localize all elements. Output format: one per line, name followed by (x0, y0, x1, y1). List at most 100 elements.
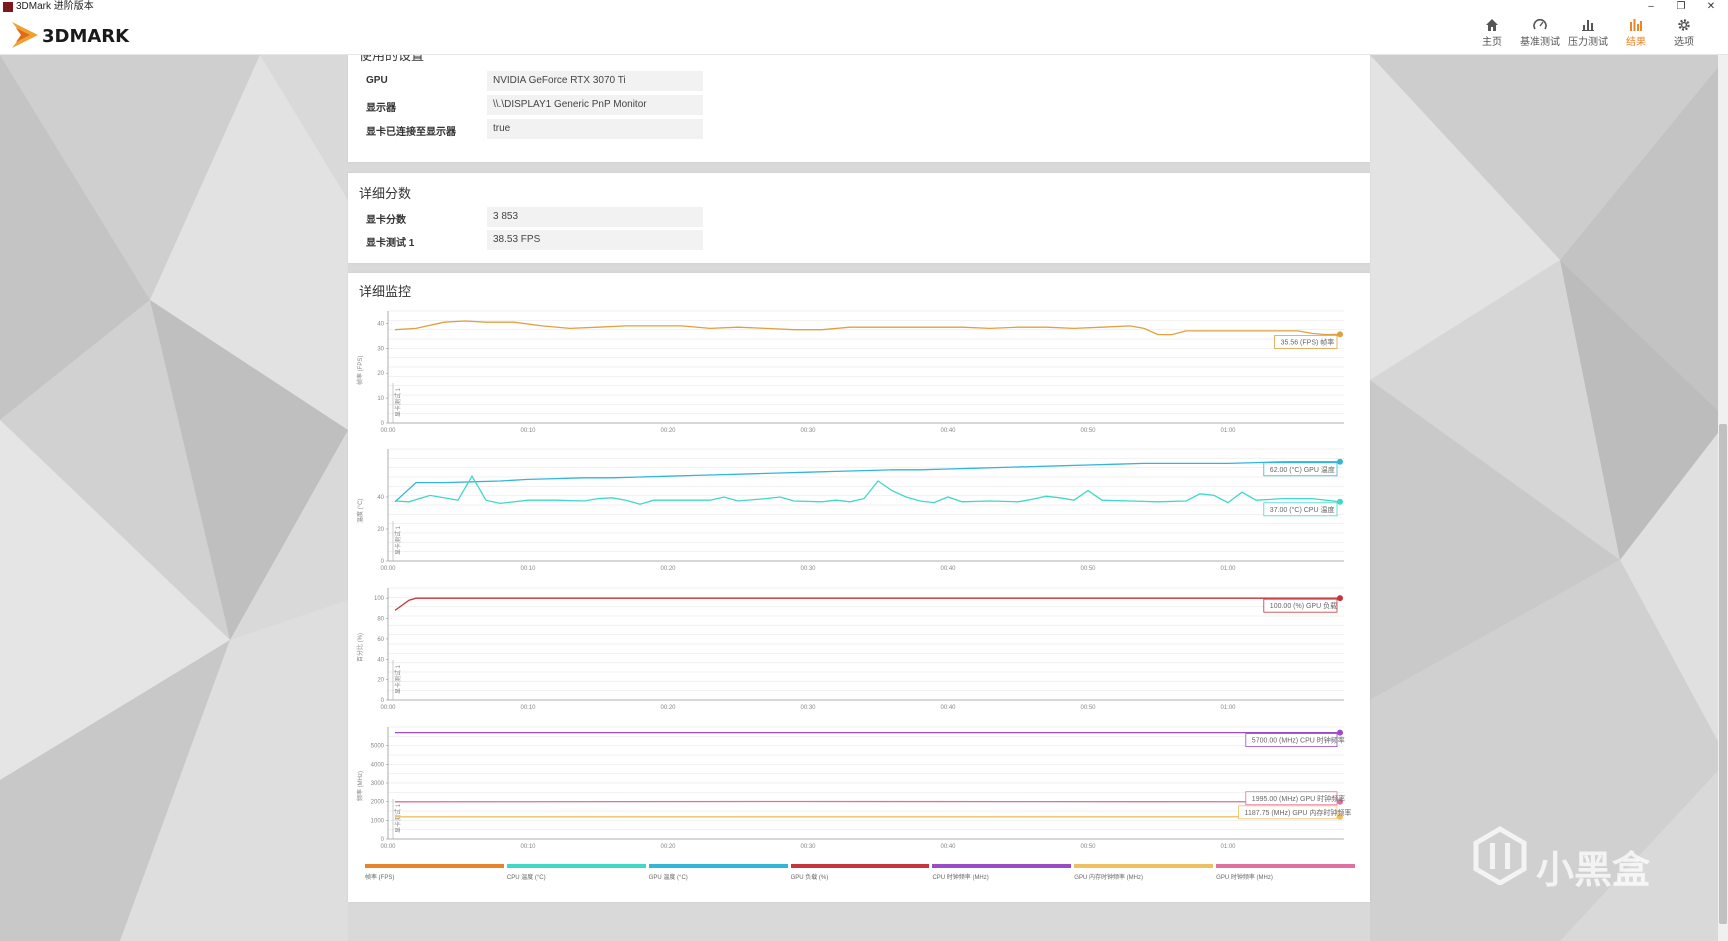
x-tick-label: 00:00 (380, 566, 396, 572)
x-tick-label: 00:20 (660, 428, 676, 434)
series-endpoint[interactable] (1337, 458, 1343, 465)
watermark: 小黑盒 (1470, 825, 1670, 892)
series-endpoint[interactable] (1337, 595, 1343, 602)
legend-swatch (506, 864, 646, 868)
score-row-test1: 显卡测试 1 38.53 FPS (366, 230, 966, 250)
series-endpoint[interactable] (1337, 498, 1343, 505)
legend-item[interactable]: CPU 时钟频率 (MHz) (932, 864, 1072, 886)
score-value: 38.53 FPS (487, 230, 703, 250)
test-marker-label: 显卡测试 1 (394, 664, 402, 694)
series-endpoint[interactable] (1337, 729, 1343, 736)
y-tick-label: 10 (377, 396, 384, 402)
scrollbar-thumb[interactable] (1719, 424, 1727, 924)
y-tick-label: 100 (374, 596, 385, 602)
close-button[interactable]: ✕ (1706, 1, 1716, 12)
x-tick-label: 00:40 (940, 705, 956, 711)
scores-panel: 详细分数 显卡分数 3 853 显卡测试 1 38.53 FPS (348, 173, 1370, 263)
nav-home[interactable]: 主页 (1468, 14, 1516, 55)
page-scrollbar[interactable] (1718, 55, 1728, 941)
nav-results[interactable]: 结果 (1612, 14, 1660, 55)
legend-swatch (1216, 864, 1356, 868)
tooltip-box (1245, 733, 1338, 748)
minimize-button[interactable]: – (1648, 1, 1654, 12)
x-tick-label: 01:00 (1220, 844, 1236, 850)
legend-item[interactable]: GPU 负载 (%) (790, 864, 930, 886)
tooltip-box (1263, 598, 1338, 613)
y-tick-label: 40 (377, 657, 384, 663)
legend-label: GPU 时钟频率 (MHz) (1216, 875, 1273, 881)
x-tick-label: 00:00 (380, 705, 396, 711)
series-tooltip: 35.56 (FPS) 帧率 (1274, 334, 1338, 349)
legend-swatch (648, 864, 788, 868)
settings-row-display: 显示器 \\.\DISPLAY1 Generic PnP Monitor (366, 95, 966, 115)
y-tick-label: 2000 (371, 800, 385, 806)
legend-swatch (790, 864, 930, 868)
y-tick-label: 0 (381, 421, 385, 427)
series-endpoint[interactable] (1337, 813, 1343, 820)
series-tooltip: 62.00 (°C) GPU 温度 (1263, 462, 1338, 477)
gauge-icon (1516, 14, 1564, 36)
nav-benchmarks-label: 基准测试 (1520, 37, 1560, 48)
legend-item[interactable]: CPU 温度 (°C) (506, 864, 646, 886)
x-tick-label: 00:50 (1080, 566, 1096, 572)
app-icon (3, 2, 13, 12)
legend-label: 帧率 (FPS) (365, 875, 395, 881)
x-tick-label: 00:40 (940, 566, 956, 572)
x-tick-label: 00:10 (520, 566, 536, 572)
test-marker-label: 显卡测试 1 (394, 525, 402, 555)
x-tick-label: 00:10 (520, 705, 536, 711)
y-tick-label: 0 (381, 837, 385, 843)
score-key: 显卡测试 1 (366, 238, 415, 249)
series-line (394, 597, 1340, 611)
logo-wordmark: 3DMARK (42, 26, 130, 47)
settings-row-connected: 显卡已连接至显示器 true (366, 119, 966, 139)
legend-label: GPU 内存时钟频率 (MHz) (1074, 875, 1143, 881)
x-tick-label: 00:30 (800, 844, 816, 850)
legend-swatch (1074, 864, 1214, 868)
y-tick-label: 20 (377, 527, 384, 533)
y-tick-label: 0 (381, 698, 385, 704)
nav-stress-tests-label: 压力测试 (1568, 37, 1608, 48)
nav-stress-tests[interactable]: 压力测试 (1564, 14, 1612, 55)
y-tick-label: 3000 (371, 781, 385, 787)
series-endpoint[interactable] (1337, 798, 1343, 805)
legend-item[interactable]: 帧率 (FPS) (365, 864, 504, 886)
legend-item[interactable]: GPU 内存时钟频率 (MHz) (1074, 864, 1214, 886)
settings-key: GPU (366, 75, 388, 86)
logo[interactable]: 3DMARK (10, 18, 150, 52)
y-tick-label: 40 (377, 495, 384, 501)
x-tick-label: 00:10 (520, 428, 536, 434)
tooltip-text: 5700.00 (MHz) CPU 时钟频率 (1252, 736, 1345, 745)
score-key: 显卡分数 (366, 215, 406, 226)
tooltip-box (1245, 791, 1338, 806)
test-marker-label: 显卡测试 1 (394, 803, 402, 833)
y-axis-label: 频率 (MHz) (356, 771, 364, 801)
legend-label: GPU 负载 (%) (790, 875, 829, 881)
tooltip-box (1274, 334, 1338, 349)
settings-value: true (487, 119, 703, 139)
nav-benchmarks[interactable]: 基准测试 (1516, 14, 1564, 55)
scores-title: 详细分数 (359, 187, 412, 202)
series-tooltip: 1995.00 (MHz) GPU 时钟频率 (1245, 791, 1345, 806)
tooltip-text: 1187.75 (MHz) GPU 内存时钟频率 (1245, 808, 1352, 817)
x-tick-label: 00:30 (800, 428, 816, 434)
gear-icon (1660, 14, 1708, 36)
monitoring-title: 详细监控 (359, 285, 412, 300)
legend-label: CPU 时钟频率 (MHz) (932, 875, 989, 881)
tooltip-box (1238, 805, 1338, 820)
legend-label: CPU 温度 (°C) (506, 875, 546, 881)
nav-options[interactable]: 选项 (1660, 14, 1708, 55)
legend-item[interactable]: GPU 时钟频率 (MHz) (1216, 864, 1356, 886)
series-endpoint[interactable] (1337, 331, 1343, 338)
score-row-graphics: 显卡分数 3 853 (366, 207, 966, 227)
y-axis-label: 温度 (°C) (356, 499, 364, 523)
x-tick-label: 00:30 (800, 566, 816, 572)
legend-item[interactable]: GPU 温度 (°C) (648, 864, 788, 886)
series-tooltip: 5700.00 (MHz) CPU 时钟频率 (1245, 733, 1345, 748)
x-tick-label: 00:00 (380, 844, 396, 850)
monitoring-legend: 帧率 (FPS) CPU 温度 (°C) GPU 温度 (°C) GPU 负载 (%)… (365, 864, 1356, 886)
maximize-button[interactable]: ❐ (1676, 1, 1686, 12)
x-tick-label: 00:10 (520, 844, 536, 850)
y-tick-label: 60 (377, 637, 384, 643)
